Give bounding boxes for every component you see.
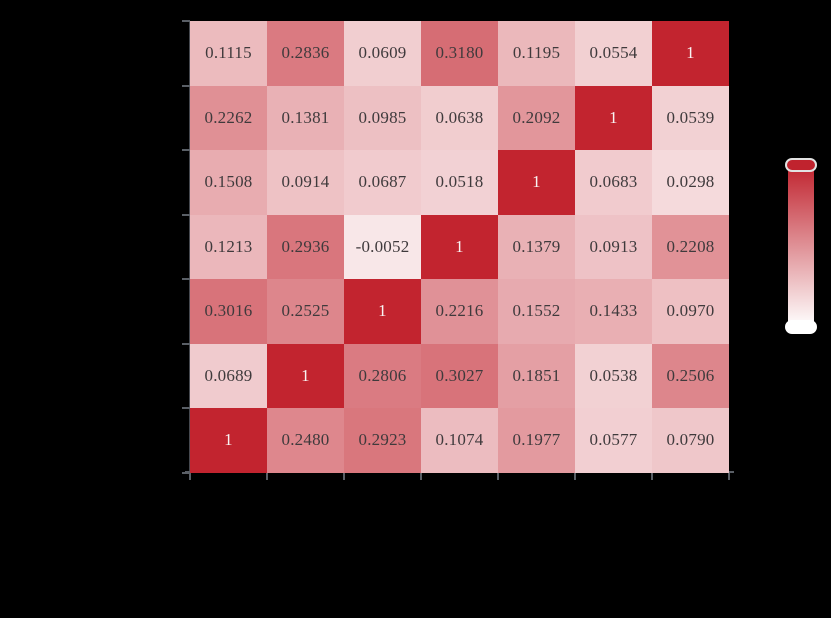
heatmap-cell[interactable]: 0.3027 — [421, 343, 498, 408]
heatmap-cell[interactable]: 0.2806 — [344, 343, 421, 408]
y-axis-tick — [182, 149, 190, 151]
x-axis-tick — [343, 473, 345, 480]
heatmap-plot-area: 0.1115 0.2836 0.0609 0.3180 0.1195 0.0554 1 0.2… — [190, 21, 729, 473]
heatmap-cell[interactable]: -0.0052 — [344, 214, 421, 279]
heatmap-cell[interactable]: 0.2216 — [421, 279, 498, 344]
heatmap-cell[interactable]: 0.2262 — [190, 85, 267, 150]
y-axis-tick — [182, 20, 190, 22]
heatmap-cell[interactable]: 0.0554 — [575, 21, 652, 86]
heatmap-cell[interactable]: 0.2923 — [344, 408, 421, 473]
x-axis-tick — [728, 473, 730, 480]
heatmap-cell[interactable]: 0.0790 — [652, 408, 729, 473]
heatmap-cell[interactable]: 1 — [267, 343, 344, 408]
heatmap-cell[interactable]: 1 — [421, 214, 498, 279]
y-axis-tick — [182, 278, 190, 280]
heatmap-cell[interactable]: 0.2092 — [498, 85, 575, 150]
heatmap-cell[interactable]: 0.0518 — [421, 150, 498, 215]
heatmap-cell[interactable]: 0.0687 — [344, 150, 421, 215]
heatmap-cell[interactable]: 0.1508 — [190, 150, 267, 215]
x-axis-tick — [189, 473, 191, 480]
y-axis-tick — [182, 213, 190, 216]
y-axis-tick — [182, 471, 190, 474]
heatmap-cell[interactable]: 1 — [344, 279, 421, 344]
heatmap-cell[interactable]: 0.2936 — [267, 214, 344, 279]
x-axis-tick — [651, 473, 653, 480]
x-axis-tick — [420, 473, 422, 480]
heatmap-cell[interactable]: 0.1851 — [498, 343, 575, 408]
heatmap-cell[interactable]: 0.1381 — [267, 85, 344, 150]
heatmap-cell[interactable]: 0.1115 — [190, 21, 267, 86]
heatmap-cell[interactable]: 0.1552 — [498, 279, 575, 344]
colorbar-min-handle[interactable] — [785, 320, 817, 334]
heatmap-cell[interactable]: 0.0538 — [575, 343, 652, 408]
heatmap-cell[interactable]: 1 — [652, 21, 729, 86]
heatmap-cell[interactable]: 0.0683 — [575, 150, 652, 215]
heatmap-cell[interactable]: 0.3016 — [190, 279, 267, 344]
heatmap-cell[interactable]: 0.2480 — [267, 408, 344, 473]
heatmap-cell[interactable]: 0.0985 — [344, 85, 421, 150]
heatmap-cell[interactable]: 0.0539 — [652, 85, 729, 150]
heatmap-cell[interactable]: 0.0298 — [652, 150, 729, 215]
y-axis-tick — [182, 342, 190, 345]
heatmap-cell[interactable]: 0.1977 — [498, 408, 575, 473]
heatmap-cell[interactable]: 0.2836 — [267, 21, 344, 86]
heatmap-cell[interactable]: 0.0914 — [267, 150, 344, 215]
heatmap-cell[interactable]: 1 — [498, 150, 575, 215]
heatmap-cell[interactable]: 0.2208 — [652, 214, 729, 279]
heatmap-cell[interactable]: 0.0609 — [344, 21, 421, 86]
heatmap-cell[interactable]: 0.0638 — [421, 85, 498, 150]
heatmap-cell[interactable]: 1 — [575, 85, 652, 150]
colorbar-max-handle[interactable] — [785, 158, 817, 172]
heatmap-cell[interactable]: 0.1213 — [190, 214, 267, 279]
y-axis-line — [189, 21, 191, 473]
x-axis-tick — [266, 473, 268, 480]
heatmap-cell[interactable]: 0.2525 — [267, 279, 344, 344]
y-axis-tick — [182, 407, 190, 409]
heatmap-cell[interactable]: 1 — [190, 408, 267, 473]
heatmap-cell[interactable]: 0.0689 — [190, 343, 267, 408]
heatmap-cell[interactable]: 0.0577 — [575, 408, 652, 473]
heatmap-cell[interactable]: 0.1433 — [575, 279, 652, 344]
heatmap-cell[interactable]: 0.2506 — [652, 343, 729, 408]
x-axis-tick — [497, 473, 499, 480]
heatmap-cell[interactable]: 0.1074 — [421, 408, 498, 473]
heatmap-cell[interactable]: 0.0970 — [652, 279, 729, 344]
heatmap-cell[interactable]: 0.1379 — [498, 214, 575, 279]
y-axis-tick — [182, 84, 190, 87]
x-axis-tick — [574, 473, 576, 480]
heatmap-cell[interactable]: 0.3180 — [421, 21, 498, 86]
heatmap-cell[interactable]: 0.0913 — [575, 214, 652, 279]
colorbar — [788, 165, 814, 327]
heatmap-cell[interactable]: 0.1195 — [498, 21, 575, 86]
colorbar-gradient — [788, 165, 814, 327]
